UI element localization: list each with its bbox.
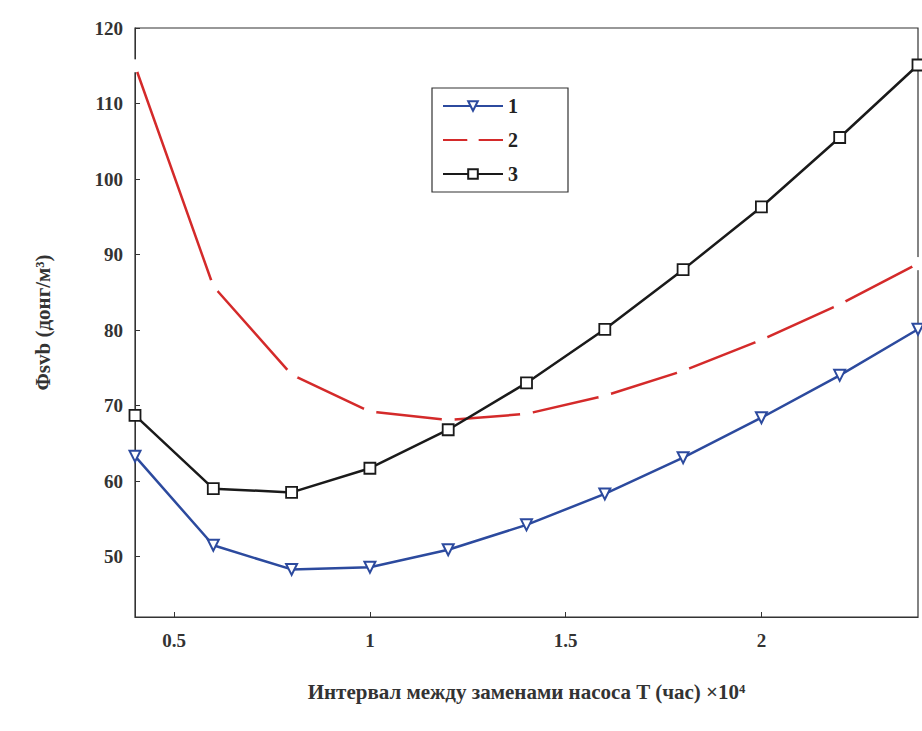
svg-text:60: 60: [104, 471, 123, 492]
svg-text:100: 100: [95, 169, 124, 190]
svg-text:80: 80: [104, 320, 123, 341]
svg-text:120: 120: [95, 18, 124, 39]
svg-text:1: 1: [508, 95, 518, 117]
svg-text:2: 2: [508, 129, 518, 151]
svg-text:2: 2: [757, 630, 767, 651]
svg-text:50: 50: [104, 546, 123, 567]
svg-text:1: 1: [365, 630, 375, 651]
svg-text:0.5: 0.5: [162, 630, 186, 651]
svg-text:70: 70: [104, 395, 123, 416]
svg-text:110: 110: [96, 93, 123, 114]
svg-text:Φsvb (донг/м³): Φsvb (донг/м³): [31, 254, 55, 390]
svg-text:1.5: 1.5: [554, 630, 578, 651]
svg-text:Интервал между заменами насоса: Интервал между заменами насоса T (час) ×…: [308, 680, 746, 704]
svg-text:90: 90: [104, 244, 123, 265]
svg-text:3: 3: [508, 163, 518, 185]
